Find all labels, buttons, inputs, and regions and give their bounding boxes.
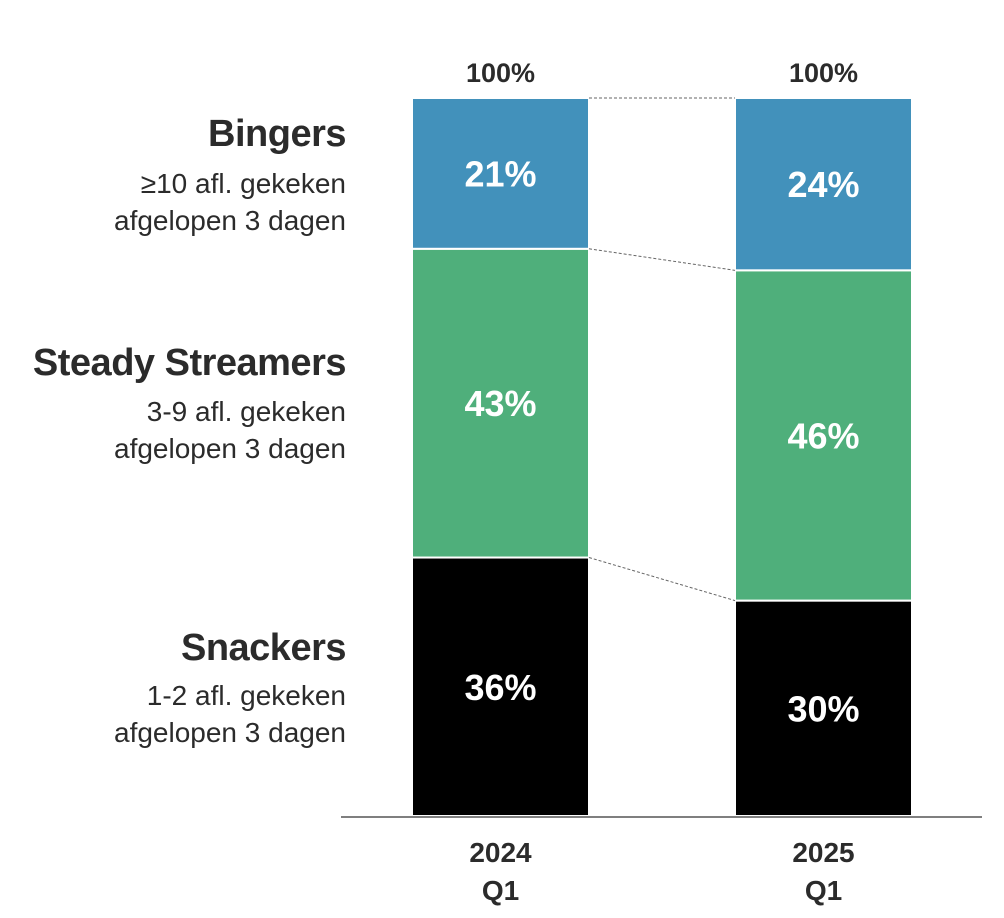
segment-desc-line: afgelopen 3 dagen <box>114 433 346 464</box>
bar-segment-bingers-2025 <box>734 97 913 272</box>
data-label: 43% <box>464 383 536 424</box>
bar-segment-snackers-2025 <box>734 599 913 817</box>
data-label: 21% <box>464 153 536 194</box>
total-label: 100% <box>789 58 858 88</box>
segment-desc-snackers: 1-2 afl. gekeken afgelopen 3 dagen <box>114 677 346 751</box>
x-tick-label: Q1 <box>805 875 842 906</box>
x-tick-label: 2025 <box>792 837 854 868</box>
x-tick-label: 2024 <box>469 837 532 868</box>
data-label: 24% <box>787 164 859 205</box>
bar-segment-bingers-2024 <box>411 97 590 250</box>
segment-desc-steady-streamers: 3-9 afl. gekeken afgelopen 3 dagen <box>114 393 346 467</box>
bar-segment-steady-streamers-2024 <box>411 247 590 559</box>
connector-line <box>588 557 736 602</box>
segment-title-bingers: Bingers <box>208 113 346 155</box>
segment-desc-line: afgelopen 3 dagen <box>114 205 346 236</box>
bar-segment-steady-streamers-2025 <box>734 269 913 602</box>
segment-desc-line: 1-2 afl. gekeken <box>146 680 346 711</box>
segment-desc-bingers: ≥10 afl. gekeken afgelopen 3 dagen <box>114 165 346 239</box>
bar-segment-snackers-2024 <box>411 556 590 818</box>
data-label: 30% <box>787 688 859 729</box>
segment-title-steady-streamers: Steady Streamers <box>32 342 347 384</box>
total-label: 100% <box>466 58 535 88</box>
data-label: 46% <box>787 415 859 456</box>
data-label: 36% <box>464 667 536 708</box>
segment-desc-line: ≥10 afl. gekeken <box>140 168 346 199</box>
x-tick-label: Q1 <box>482 875 519 906</box>
connector-line <box>588 248 736 271</box>
segment-desc-line: 3-9 afl. gekeken <box>146 396 346 427</box>
segment-title-snackers: Snackers <box>180 627 347 669</box>
segment-desc-line: afgelopen 3 dagen <box>114 717 346 748</box>
